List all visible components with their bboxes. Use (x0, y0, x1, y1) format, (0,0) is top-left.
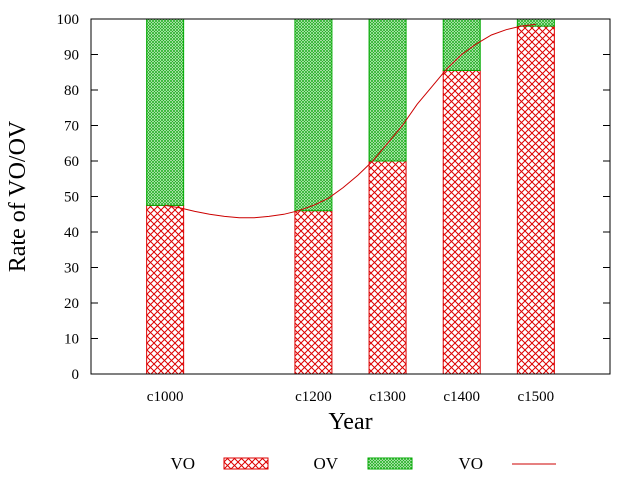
bar-ov (516, 18, 555, 27)
plot-frame (90, 18, 611, 375)
x-tick-label: c1400 (443, 389, 480, 405)
bar-vo (516, 25, 555, 375)
bar-ov (368, 18, 407, 162)
legend: VO OV VO (170, 454, 556, 473)
y-tick-label: 10 (64, 332, 79, 348)
y-axis-title: Rate of VO/OV (5, 120, 31, 272)
bar-ov (146, 18, 185, 206)
y-tick-label: 20 (64, 296, 79, 312)
bar-ov (442, 18, 481, 71)
x-axis-title: Year (328, 409, 372, 435)
bar-vo (146, 204, 185, 375)
legend-label: OV (313, 454, 338, 473)
y-tick-label: 60 (64, 154, 79, 170)
legend-swatch (367, 457, 413, 470)
bar-ov (294, 18, 333, 212)
y-tick-label: 100 (57, 12, 80, 28)
bar-series (146, 18, 555, 375)
legend-swatch (223, 457, 269, 470)
vo-trend-line (165, 23, 536, 219)
y-tick-label: 50 (64, 190, 79, 206)
y-tick-label: 70 (64, 119, 79, 135)
x-tick-labels: c1000 c1200 c1300 c1400 c1500 (147, 389, 554, 405)
bar-vo (368, 160, 407, 375)
y-tick-label: 90 (64, 48, 79, 64)
x-tick-label: c1200 (295, 389, 332, 405)
y-tick-label: 80 (64, 83, 79, 99)
legend-label: VO (458, 454, 483, 473)
bar-vo (442, 69, 481, 375)
y-tick-label: 0 (72, 367, 80, 383)
line-series (165, 23, 536, 219)
y-tick-label: 30 (64, 261, 79, 277)
y-tick-labels: 0 10 20 30 40 50 60 70 80 90 100 (57, 12, 80, 383)
bar-vo (294, 210, 333, 375)
x-tick-label: c1300 (369, 389, 406, 405)
y-tick-label: 40 (64, 225, 79, 241)
x-tick-label: c1500 (518, 389, 555, 405)
x-tick-label: c1000 (147, 389, 184, 405)
legend-label: VO (170, 454, 195, 473)
